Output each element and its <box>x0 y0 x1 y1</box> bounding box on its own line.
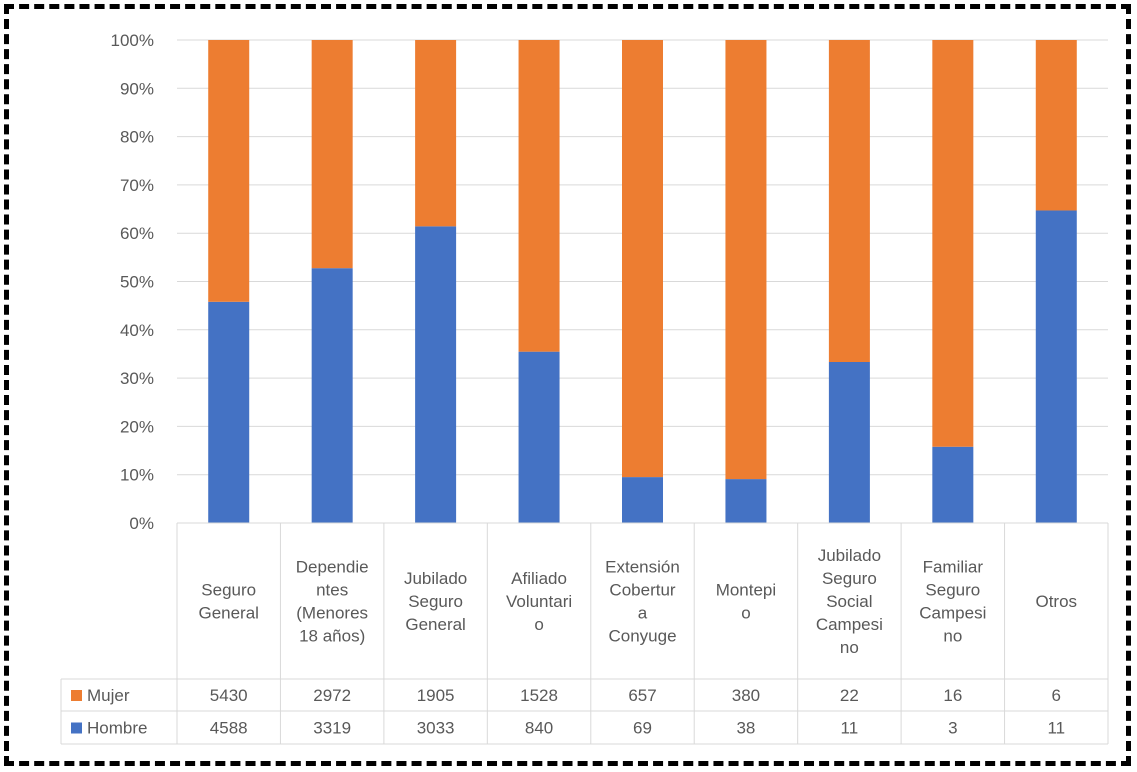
category-label: Seguro <box>925 581 980 600</box>
category-label: Afiliado <box>511 569 567 588</box>
y-tick-label: 0% <box>129 514 154 533</box>
data-table-value: 840 <box>525 719 553 738</box>
category-label: General <box>405 615 465 634</box>
y-tick-label: 10% <box>120 466 154 485</box>
data-table-value: 11 <box>841 719 859 738</box>
data-table-value: 11 <box>1047 719 1065 738</box>
y-tick-label: 80% <box>120 128 154 147</box>
category-label: no <box>943 627 962 646</box>
data-table-value: 3 <box>948 719 957 738</box>
category-label: Voluntari <box>506 592 572 611</box>
category-label: 18 años) <box>299 627 365 646</box>
category-label: o <box>741 604 750 623</box>
legend-key-mujer <box>71 690 82 701</box>
category-label: Montepi <box>716 581 776 600</box>
bar-segment-mujer <box>415 40 457 227</box>
category-label: o <box>534 615 543 634</box>
legend-label: Mujer <box>87 686 130 705</box>
data-table-value: 5430 <box>210 686 248 705</box>
category-label: Otros <box>1035 592 1077 611</box>
y-tick-label: 60% <box>120 224 154 243</box>
y-tick-label: 90% <box>120 79 154 98</box>
category-label: ntes <box>316 581 348 600</box>
bar-segment-hombre <box>1035 210 1077 523</box>
category-label: Seguro <box>408 592 463 611</box>
category-label: Familiar <box>923 558 984 577</box>
bar-segment-hombre <box>828 362 870 523</box>
bar-segment-mujer <box>208 40 250 302</box>
category-label: Extensión <box>605 558 680 577</box>
category-label: a <box>638 604 648 623</box>
data-table-value: 1528 <box>520 686 558 705</box>
y-tick-label: 70% <box>120 176 154 195</box>
data-table-value: 22 <box>840 686 859 705</box>
data-table-value: 69 <box>633 719 652 738</box>
category-label: Seguro <box>201 581 256 600</box>
bar-segment-hombre <box>932 446 974 523</box>
bar-segment-mujer <box>311 40 353 269</box>
category-label: Campesi <box>816 615 883 634</box>
data-table-value: 3319 <box>313 719 351 738</box>
bar-segment-mujer <box>622 40 663 478</box>
bar-segment-mujer <box>1035 40 1077 211</box>
bar-segment-mujer <box>828 40 870 362</box>
category-label: Social <box>826 592 872 611</box>
y-tick-label: 50% <box>120 273 154 292</box>
bar-segment-hombre <box>518 351 560 523</box>
bar-segment-hombre <box>208 301 250 523</box>
bar-segment-hombre <box>311 268 353 523</box>
category-label: Cobertur <box>609 581 675 600</box>
category-label: Jubilado <box>404 569 467 588</box>
bar-segment-mujer <box>932 40 974 447</box>
data-table-value: 38 <box>736 719 755 738</box>
data-table-value: 3033 <box>417 719 455 738</box>
bar-segment-hombre <box>415 226 457 523</box>
category-label: Seguro <box>822 569 877 588</box>
legend-label: Hombre <box>87 719 147 738</box>
legend-key-hombre <box>71 722 82 734</box>
data-table-value: 1905 <box>417 686 455 705</box>
data-table-value: 6 <box>1052 686 1061 705</box>
y-tick-label: 100% <box>111 31 154 50</box>
category-label: (Menores <box>296 604 368 623</box>
chart-border-frame <box>4 4 1131 766</box>
y-tick-label: 30% <box>120 369 154 388</box>
data-table-value: 380 <box>732 686 760 705</box>
bar-segment-mujer <box>518 40 560 352</box>
bar-segment-hombre <box>725 479 767 523</box>
category-label: Conyuge <box>608 627 676 646</box>
category-label: no <box>840 638 859 657</box>
bar-segment-hombre <box>622 477 663 523</box>
category-label: Dependie <box>296 558 369 577</box>
y-tick-label: 20% <box>120 417 154 436</box>
bar-segment-mujer <box>725 40 767 480</box>
y-tick-label: 40% <box>120 321 154 340</box>
data-table-value: 2972 <box>313 686 351 705</box>
category-label: General <box>198 604 258 623</box>
data-table-value: 4588 <box>210 719 248 738</box>
data-table-value: 16 <box>943 686 962 705</box>
category-label: Campesi <box>919 604 986 623</box>
category-label: Jubilado <box>818 546 881 565</box>
data-table-value: 657 <box>628 686 656 705</box>
